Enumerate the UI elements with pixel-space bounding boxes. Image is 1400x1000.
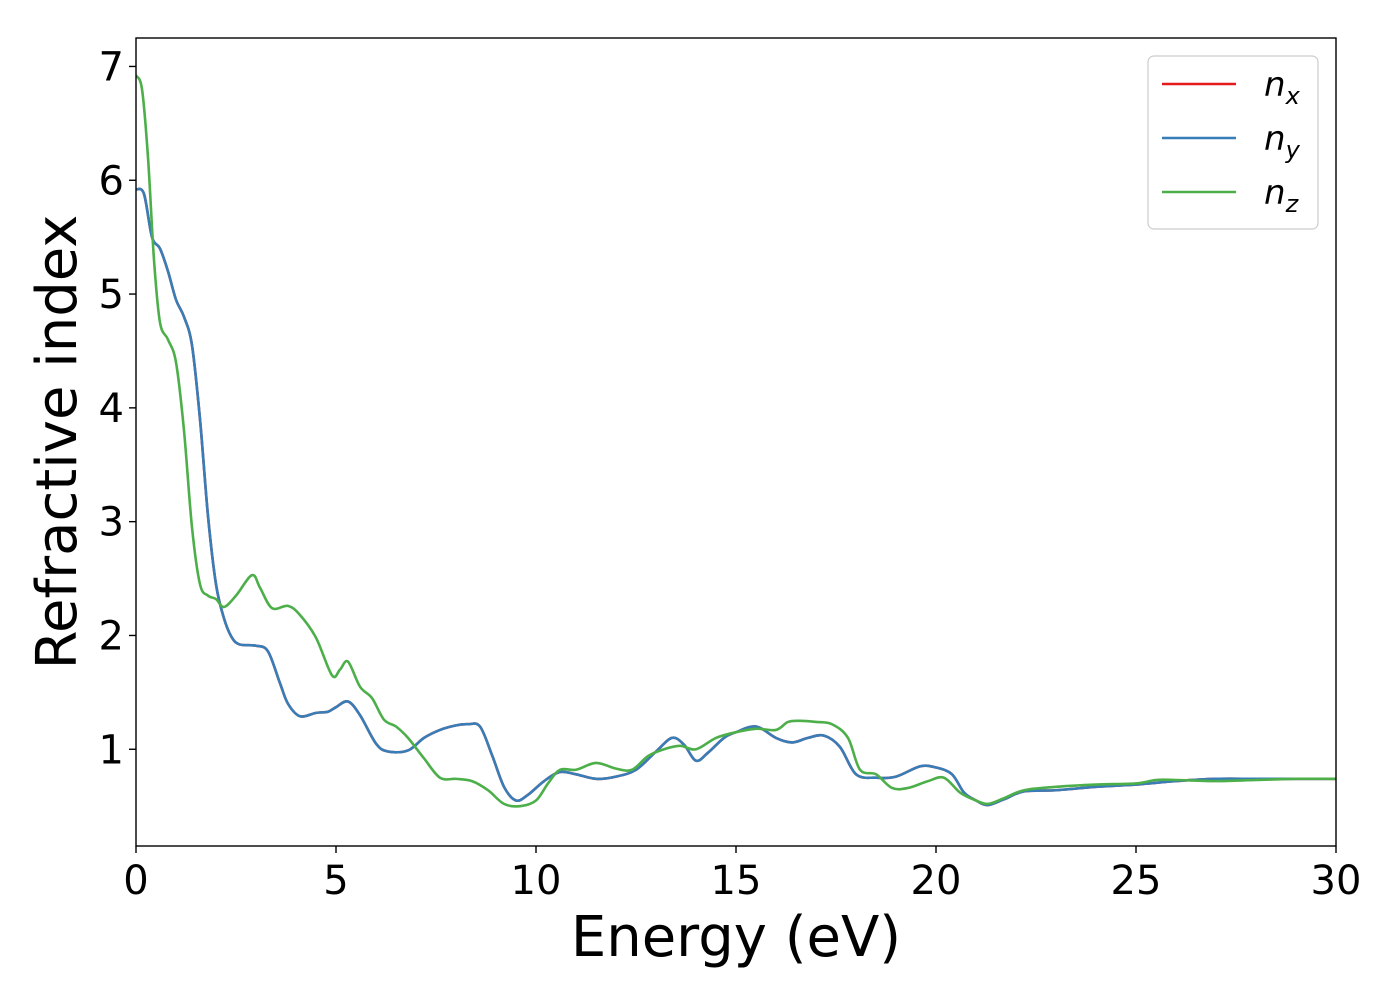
y-tick-label: 4	[99, 386, 124, 432]
x-axis-ticks: 0 5 10 15 20 25 30	[123, 846, 1361, 904]
y-tick-label: 2	[99, 613, 124, 659]
legend-label-nz: nz	[1264, 173, 1300, 218]
x-tick-label: 15	[711, 858, 762, 904]
series-line-nz	[136, 74, 1336, 808]
series-group	[136, 74, 1336, 808]
y-axis-ticks: 1 2 3 4 5 6 7	[99, 44, 136, 773]
x-tick-label: 20	[911, 858, 962, 904]
legend-label-ny: ny	[1264, 119, 1301, 164]
series-line-ny	[136, 187, 1336, 807]
legend: nx ny nz	[1147, 55, 1319, 230]
x-tick-label: 25	[1111, 858, 1162, 904]
y-tick-label: 5	[99, 272, 124, 318]
x-tick-label: 10	[511, 858, 562, 904]
x-tick-label: 30	[1311, 858, 1362, 904]
y-tick-label: 1	[99, 727, 124, 773]
x-tick-label: 5	[323, 858, 348, 904]
x-axis-title: Energy (eV)	[571, 905, 901, 970]
legend-frame	[1147, 55, 1319, 230]
legend-label-nx: nx	[1264, 65, 1301, 110]
y-tick-label: 7	[99, 44, 124, 90]
y-tick-label: 3	[99, 500, 124, 546]
x-tick-label: 0	[123, 858, 148, 904]
series-layer	[136, 74, 1336, 808]
legend-entries: nx ny nz	[1162, 65, 1301, 218]
y-axis-title: Refractive index	[25, 215, 90, 670]
y-tick-label: 6	[99, 158, 124, 204]
